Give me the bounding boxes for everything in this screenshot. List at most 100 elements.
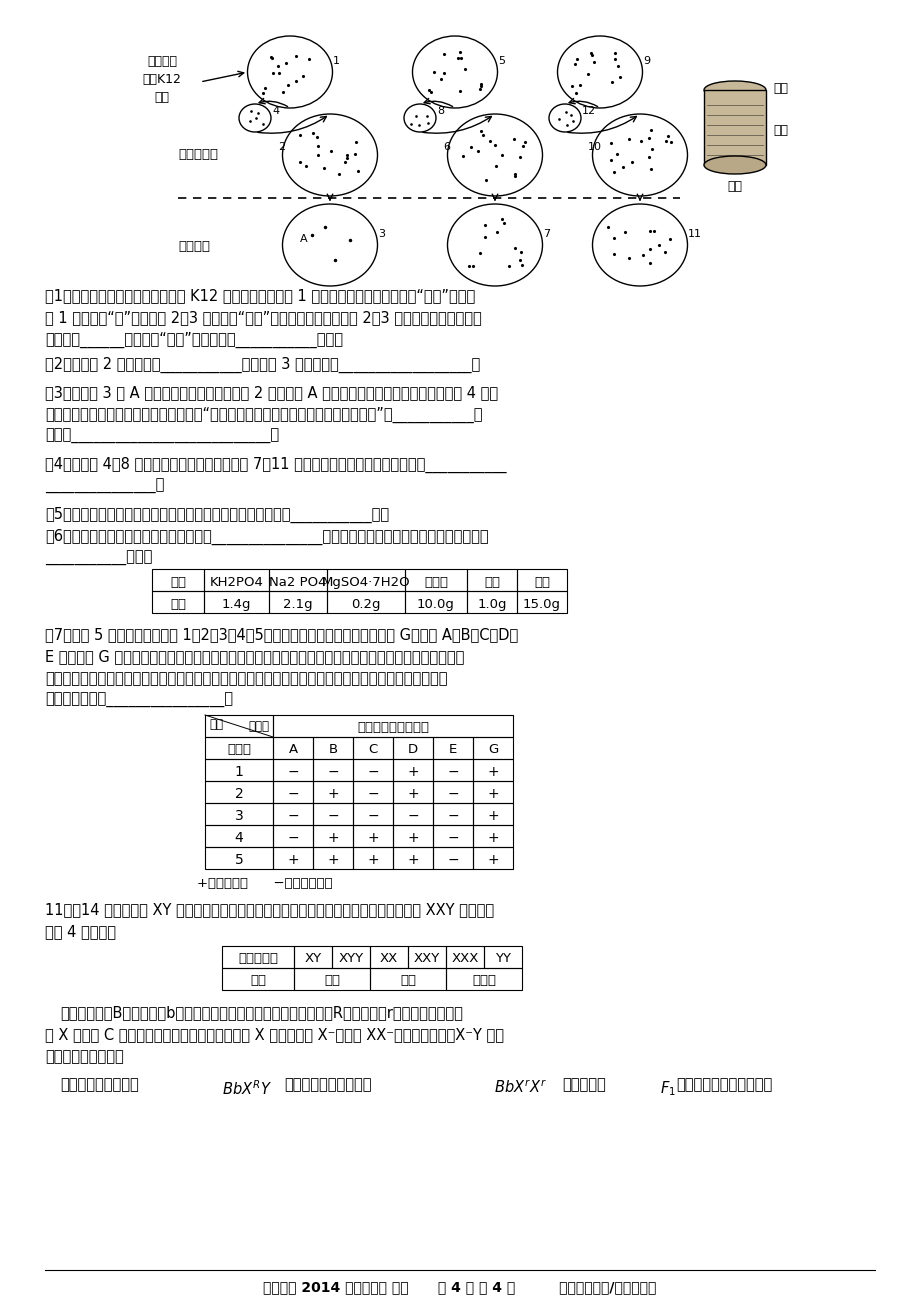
Bar	[369, 947, 407, 967]
Text: （5）要分离出单个菌落，除了本实验中的涂布法外，还可以用___________法。: （5）要分离出单个菌落，除了本实验中的涂布法外，还可以用___________法…	[45, 506, 389, 523]
Text: （4）培养液 4、8 中的菌液越来越少，但培养皿 7、11 中的菌落越来越多。你的解释是：___________: （4）培养液 4、8 中的菌液越来越少，但培养皿 7、11 中的菌落越来越多。你…	[45, 457, 506, 473]
Bar	[353, 825, 392, 848]
Bar	[312, 848, 353, 868]
Text: −: −	[447, 853, 459, 867]
Text: 1.4g: 1.4g	[221, 598, 251, 611]
Bar	[294, 947, 332, 967]
Text: ）与灰身白眼雌果蝇（: ）与灰身白眼雌果蝇（	[284, 1077, 371, 1092]
Bar	[205, 803, 273, 825]
Text: −: −	[447, 786, 459, 801]
Bar	[433, 825, 472, 848]
Text: 不发育: 不发育	[471, 974, 495, 987]
Bar	[353, 737, 392, 759]
Bar	[152, 569, 204, 591]
Text: 突变体: 突变体	[227, 743, 251, 756]
Bar	[205, 737, 273, 759]
Bar	[353, 848, 392, 868]
Text: 2: 2	[234, 786, 244, 801]
Text: −: −	[367, 809, 379, 823]
Text: −: −	[367, 766, 379, 779]
Text: 8: 8	[437, 105, 444, 116]
Text: −: −	[447, 831, 459, 845]
Text: $BbX^{r}X^{r}$: $BbX^{r}X^{r}$	[494, 1079, 547, 1096]
Text: 染色体组成: 染色体组成	[238, 952, 278, 965]
Text: −: −	[407, 809, 418, 823]
Bar	[392, 848, 433, 868]
Bar	[446, 947, 483, 967]
Text: −: −	[287, 786, 299, 801]
Text: 0.2g: 0.2g	[351, 598, 380, 611]
Text: −: −	[287, 809, 299, 823]
Bar	[312, 737, 353, 759]
Bar	[404, 569, 467, 591]
Text: E: E	[448, 743, 457, 756]
Text: 培养基中加入的物质: 培养基中加入的物质	[357, 721, 428, 734]
Bar	[516, 591, 566, 613]
Bar	[483, 947, 521, 967]
Text: 尿素: 尿素	[483, 575, 499, 589]
Bar	[404, 591, 467, 613]
Bar	[353, 759, 392, 781]
Text: 郫县一中 2014 届理综周考 生物      第 4 页 共 4 页         命题：潘梦伟/审题：周勇: 郫县一中 2014 届理综周考 生物 第 4 页 共 4 页 命题：潘梦伟/审题…	[263, 1280, 656, 1294]
Text: 雄性: 雄性	[323, 974, 340, 987]
Bar	[392, 781, 433, 803]
Text: 9: 9	[642, 56, 650, 66]
Text: XY: XY	[304, 952, 322, 965]
Text: 2: 2	[278, 142, 285, 152]
Text: 物质: 物质	[209, 717, 222, 730]
Text: Na2 PO4: Na2 PO4	[269, 575, 326, 589]
Bar	[369, 967, 446, 990]
Bar	[204, 569, 268, 591]
Bar	[152, 591, 204, 613]
Ellipse shape	[703, 156, 766, 174]
Text: XX: XX	[380, 952, 398, 965]
Bar	[312, 759, 353, 781]
Text: _______________。: _______________。	[45, 479, 165, 493]
Text: −: −	[287, 831, 299, 845]
Text: 于 X 染色体 C 区域中（如右图），该区域缺失的 X 染色体记为 X⁻，其中 XX⁻为可育雌果蝇，X⁻Y 因缺: 于 X 染色体 C 区域中（如右图），该区域缺失的 X 染色体记为 X⁻，其中 …	[45, 1027, 504, 1042]
Bar	[268, 569, 326, 591]
Text: 含量: 含量	[170, 598, 186, 611]
Bar	[205, 781, 273, 803]
Bar	[205, 825, 273, 848]
Text: +: +	[407, 853, 418, 867]
Text: 1: 1	[234, 766, 244, 779]
Text: 印章: 印章	[727, 180, 742, 193]
Bar	[204, 591, 268, 613]
Text: 11: 11	[687, 229, 701, 240]
Text: A: A	[289, 743, 297, 756]
Text: +：表示生长      −：表示不生长: +：表示生长 −：表示不生长	[197, 878, 333, 891]
Text: 10.0g: 10.0g	[416, 598, 454, 611]
Text: 3: 3	[378, 229, 384, 240]
Bar	[446, 967, 521, 990]
Text: +: +	[327, 831, 338, 845]
Text: 性别: 性别	[250, 974, 266, 987]
Text: 4: 4	[234, 831, 244, 845]
Text: KH2PO4: KH2PO4	[210, 575, 263, 589]
Bar	[467, 569, 516, 591]
Text: 如图反复几次实验。请根据实验现象解释“微生物的突变是自发的还是环境因素导致的”：___________，: 如图反复几次实验。请根据实验现象解释“微生物的突变是自发的还是环境因素导致的”：…	[45, 408, 482, 423]
Text: （7）现有 5 种营养缺陷型菌株 1、2、3、4、5，它们不能合成生长所必需的物质 G，已知 A、B、C、D、: （7）现有 5 种营养缺陷型菌株 1、2、3、4、5，它们不能合成生长所必需的物…	[45, 628, 517, 642]
Text: 10: 10	[587, 142, 601, 152]
Text: YY: YY	[494, 952, 510, 965]
Text: B: B	[328, 743, 337, 756]
Text: ）杂交得到: ）杂交得到	[562, 1077, 605, 1092]
Text: 少相应基因而死亡。: 少相应基因而死亡。	[45, 1049, 124, 1064]
Bar	[312, 781, 353, 803]
Bar	[392, 803, 433, 825]
Bar	[273, 737, 312, 759]
Text: 4: 4	[272, 105, 278, 116]
Text: 1.0g: 1.0g	[477, 598, 506, 611]
Text: +: +	[487, 809, 498, 823]
Text: XYY: XYY	[338, 952, 363, 965]
Text: +: +	[327, 853, 338, 867]
Bar	[273, 825, 312, 848]
Text: 产生 4 种配子。: 产生 4 种配子。	[45, 924, 116, 939]
Bar	[312, 803, 353, 825]
Text: $BbX^{R}Y$: $BbX^{R}Y$	[221, 1079, 272, 1098]
Text: 15.0g: 15.0g	[522, 598, 561, 611]
Text: 7: 7	[542, 229, 550, 240]
Bar	[703, 90, 766, 165]
Text: C: C	[368, 743, 377, 756]
Text: （3）培养基 3 的 A 点处有菌落生长，将培养基 2 中相应的 A 点位置的菌落上挑出少量移入培养基 4 中。: （3）培养基 3 的 A 点处有菌落生长，将培养基 2 中相应的 A 点位置的菌…	[45, 385, 497, 400]
